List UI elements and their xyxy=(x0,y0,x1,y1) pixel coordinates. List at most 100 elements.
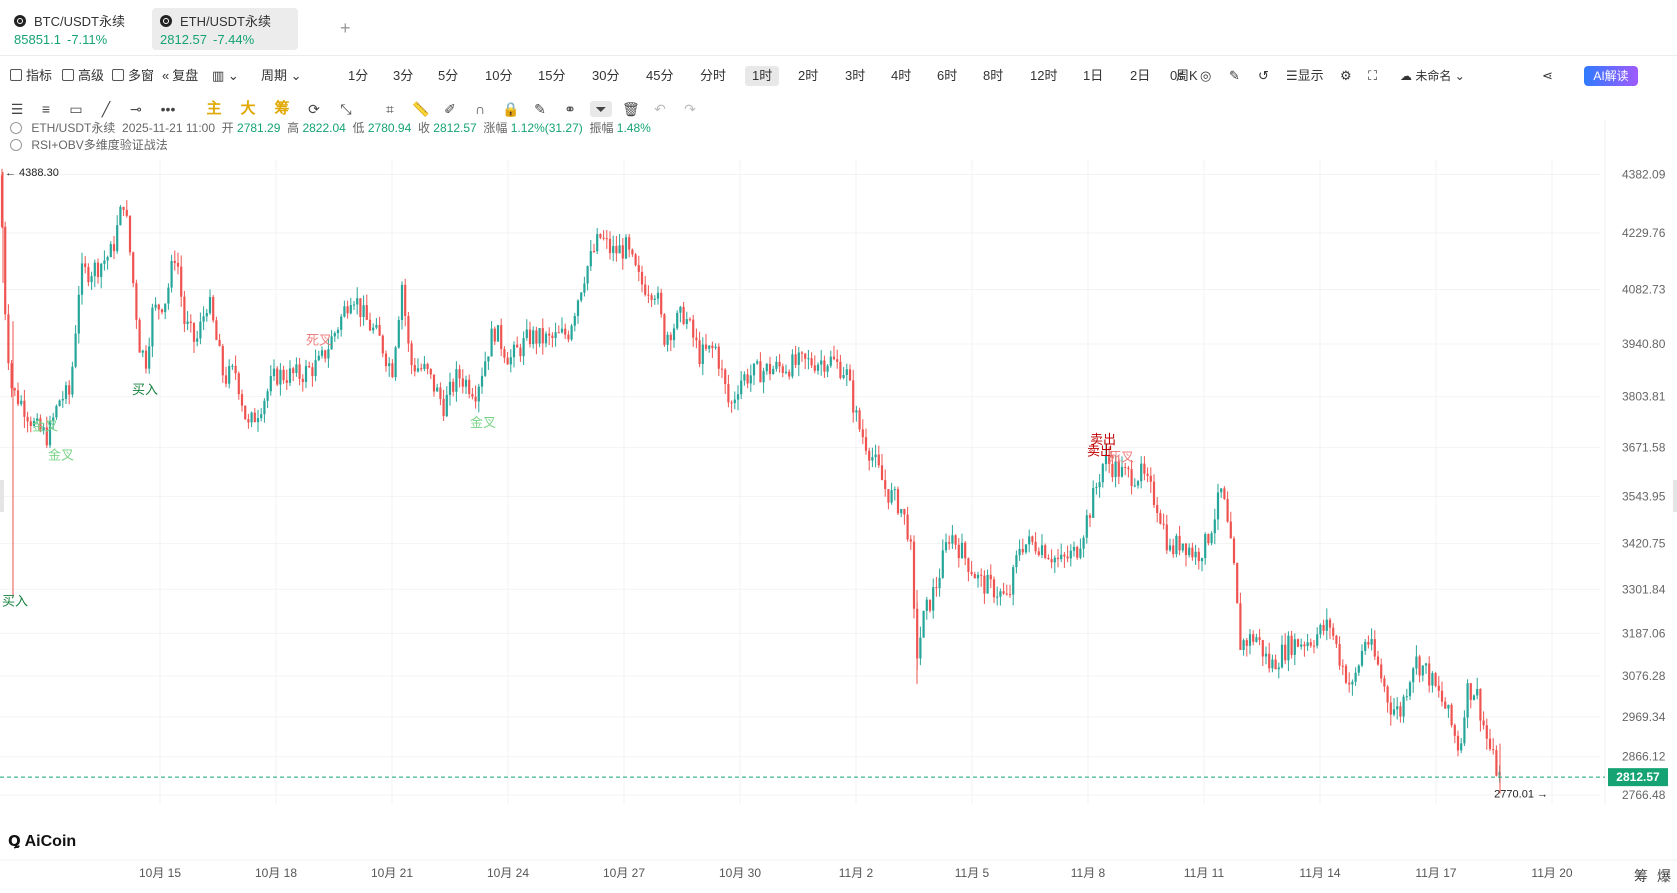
lock-icon[interactable]: 🔒 xyxy=(502,101,520,117)
info-low: 2780.94 xyxy=(367,121,412,135)
price-axis-label: 3420.75 xyxy=(1622,537,1666,551)
interval-14[interactable]: 12时 xyxy=(1030,68,1058,83)
candle-body xyxy=(964,542,967,559)
interval-6[interactable]: 45分 xyxy=(646,68,674,83)
liquidation-corner-button[interactable]: 爆 xyxy=(1657,868,1671,884)
advanced-button[interactable]: 高级 xyxy=(62,66,104,86)
chip-distribution-button[interactable]: 筹 xyxy=(274,100,290,117)
candle-body xyxy=(576,300,580,316)
line-icon[interactable]: ╱ xyxy=(101,101,111,117)
candle-body xyxy=(816,364,820,371)
candle-body xyxy=(1095,487,1098,489)
candle-body xyxy=(631,249,634,255)
candle-body xyxy=(170,260,173,288)
chip-corner-button[interactable]: 筹 xyxy=(1634,868,1648,884)
replay-button[interactable]: «复盘 xyxy=(162,66,198,86)
candle-body xyxy=(544,333,548,344)
interval-2[interactable]: 5分 xyxy=(438,68,459,83)
camera-icon[interactable]: ◎ xyxy=(1200,68,1212,83)
interval-16[interactable]: 2日 xyxy=(1130,68,1151,83)
add-tab-button[interactable]: + xyxy=(340,18,351,38)
interval-1[interactable]: 3分 xyxy=(393,68,414,83)
info-amplitude: 1.48% xyxy=(616,121,651,135)
ruler-icon[interactable]: 📏 xyxy=(412,101,430,117)
undo-alt-icon[interactable]: ↺ xyxy=(1258,68,1269,83)
more-tools-icon[interactable]: ••• xyxy=(160,101,176,117)
indicator-button[interactable]: 指标 xyxy=(10,66,52,86)
left-drag-handle[interactable] xyxy=(0,480,4,512)
interval-10[interactable]: 3时 xyxy=(845,68,866,83)
main-chip-button[interactable]: 主 xyxy=(206,100,222,117)
candle-body xyxy=(39,418,42,431)
interval-12[interactable]: 6时 xyxy=(937,68,958,83)
interval-9[interactable]: 2时 xyxy=(798,68,819,83)
crop-icon[interactable]: ⌗ xyxy=(386,101,394,117)
display-button[interactable]: ☰显示 xyxy=(1286,66,1324,86)
layout-name-button[interactable]: ☁ 未命名 ⌄ xyxy=(1400,66,1465,86)
candle-body xyxy=(1002,591,1005,594)
candle-body xyxy=(701,344,704,365)
settings-gear-icon[interactable]: ⚙ xyxy=(1340,68,1352,83)
undo-icon[interactable]: ↶ xyxy=(654,101,666,117)
interval-0[interactable]: 1分 xyxy=(348,68,369,83)
candle-body xyxy=(765,363,768,372)
interval-7[interactable]: 分时 xyxy=(700,68,727,83)
edit-icon[interactable]: ✎ xyxy=(534,101,546,117)
candle-body xyxy=(688,319,692,321)
measure-icon[interactable]: ⤡ xyxy=(340,101,352,117)
redo-icon[interactable]: ↷ xyxy=(684,101,696,117)
tab-eth[interactable]: ETH/USDT永续 2812.57 -7.44% xyxy=(152,8,298,50)
right-drag-handle[interactable] xyxy=(1673,480,1677,512)
candle-body xyxy=(1130,469,1133,486)
horizontal-line-icon[interactable]: ⊸ xyxy=(130,101,142,117)
collapse-circle-icon[interactable] xyxy=(10,122,22,134)
candle-body xyxy=(871,457,874,461)
ai-interpret-button[interactable]: AI解读 xyxy=(1584,66,1638,86)
interval-5[interactable]: 30分 xyxy=(592,68,620,83)
menu-icon[interactable]: ☰ xyxy=(10,101,24,117)
candle-body xyxy=(941,550,944,578)
candle-body xyxy=(343,306,346,317)
period-button[interactable]: 周期 ⌄ xyxy=(261,66,302,86)
tab-btc[interactable]: BTC/USDT永续 85851.1 -7.11% xyxy=(6,8,146,50)
candle-body xyxy=(1383,678,1386,687)
chart-type-button[interactable]: ▥ ⌄ xyxy=(212,66,239,86)
multiwindow-button[interactable]: 多窗 xyxy=(112,66,154,86)
candle-body xyxy=(1226,499,1229,522)
candle-body xyxy=(762,371,765,383)
magnet-icon[interactable]: ∩ xyxy=(474,101,486,117)
link-icon[interactable]: ⚭ xyxy=(564,101,576,117)
interval-15[interactable]: 1日 xyxy=(1083,68,1104,83)
candle-body xyxy=(365,305,368,320)
trash-icon[interactable]: 🗑 xyxy=(622,101,640,117)
candle-body xyxy=(1050,559,1053,563)
signal-label-1: 金叉 xyxy=(32,419,58,434)
interval-13[interactable]: 8时 xyxy=(983,68,1004,83)
interval-17[interactable]: 周K xyxy=(1176,68,1198,83)
interval-4[interactable]: 15分 xyxy=(538,68,566,83)
candle-body xyxy=(1402,696,1405,717)
sync-icon[interactable]: ⟳ xyxy=(308,101,320,117)
collapse-circle-icon[interactable] xyxy=(10,139,22,151)
interval-8[interactable]: 1时 xyxy=(745,66,780,86)
rectangle-icon[interactable]: ▭ xyxy=(69,101,83,117)
candle-body xyxy=(880,465,884,481)
filter-icon[interactable]: ⏷ xyxy=(590,101,612,117)
candle-body xyxy=(1111,463,1114,478)
candle-body xyxy=(266,391,269,401)
price-axis-label: 3543.95 xyxy=(1622,489,1666,503)
share-icon[interactable]: ⋖ xyxy=(1542,68,1553,83)
interval-3[interactable]: 10分 xyxy=(485,68,513,83)
fullscreen-icon[interactable]: ⛶ xyxy=(1368,68,1378,83)
interval-11[interactable]: 4时 xyxy=(891,68,912,83)
candle-body xyxy=(1476,688,1479,696)
candle-body xyxy=(1450,704,1453,726)
pen-icon[interactable]: ✎ xyxy=(1229,68,1240,83)
candle-body xyxy=(500,325,503,350)
candle-body xyxy=(1069,550,1072,559)
brush-icon[interactable]: ✐ xyxy=(444,101,456,117)
big-order-button[interactable]: 大 xyxy=(240,100,256,117)
list-icon[interactable]: ≡ xyxy=(41,101,51,117)
candle-body xyxy=(394,347,397,378)
candle-body xyxy=(896,489,900,514)
